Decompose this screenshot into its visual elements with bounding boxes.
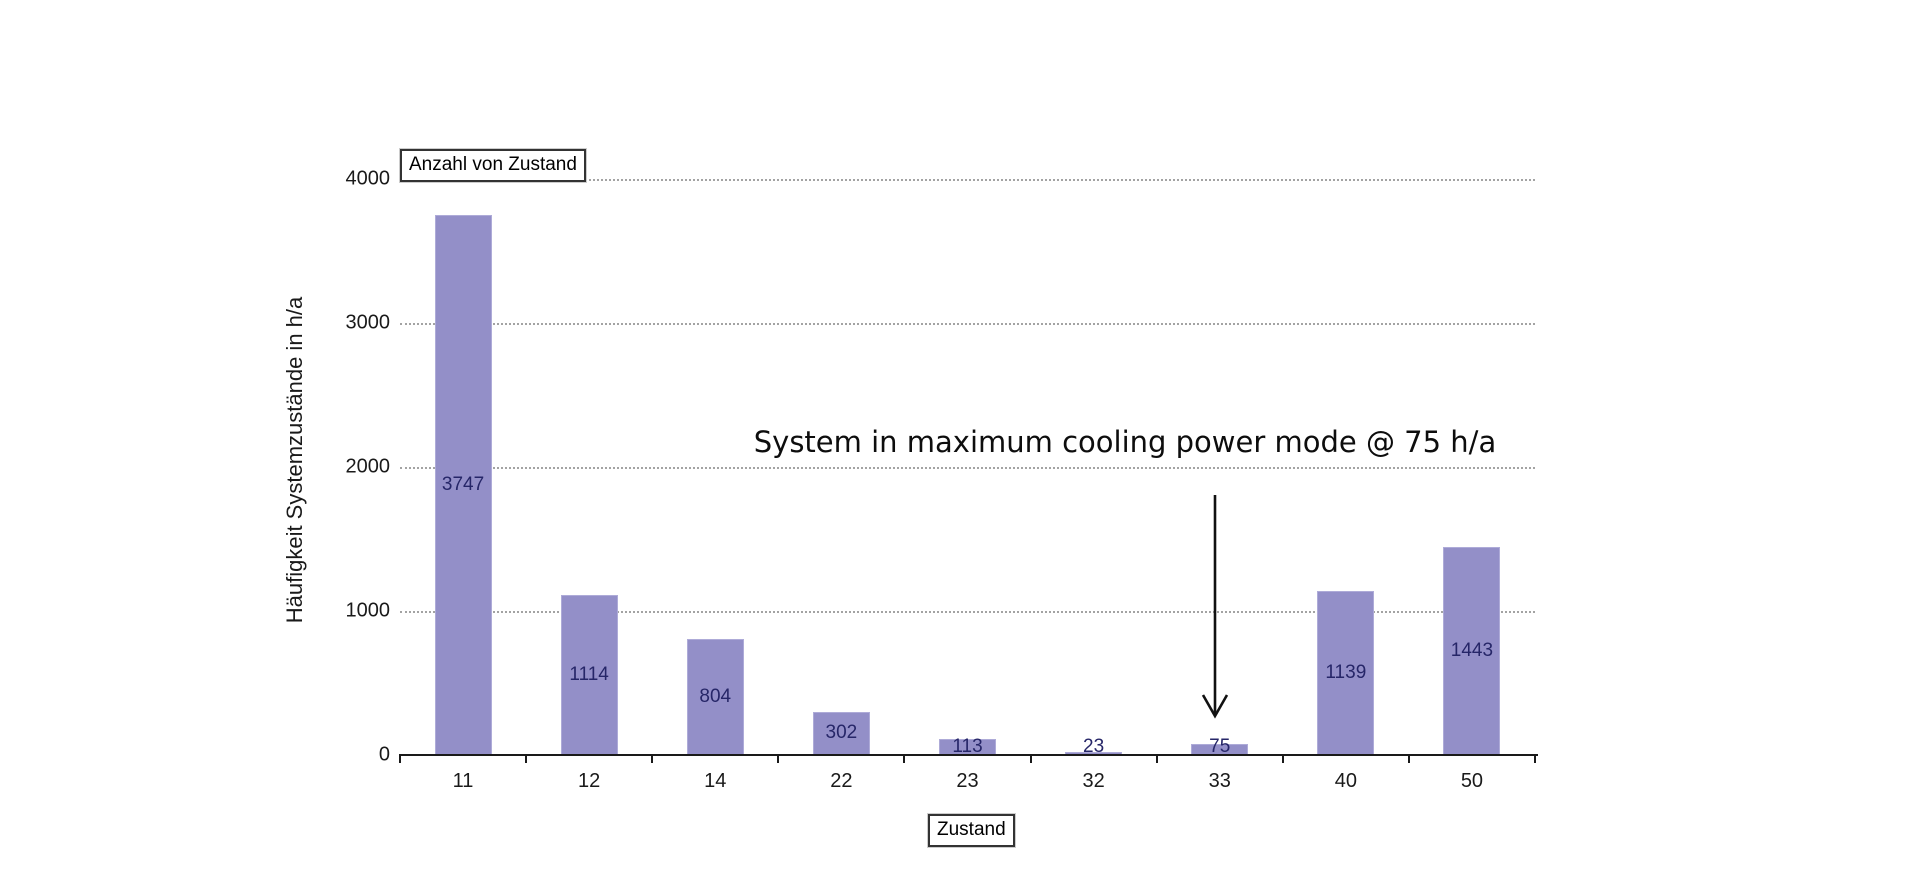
- bar-14: [686, 639, 744, 755]
- bar-11: [434, 215, 492, 755]
- bar-22: [812, 711, 870, 755]
- bar-50: [1443, 547, 1501, 755]
- chart-title-box: Anzahl von Zustand: [400, 149, 586, 182]
- x-tick-23: 23: [956, 770, 979, 792]
- x-tick-50: 50: [1460, 770, 1484, 792]
- x-tick-12: 12: [578, 770, 601, 792]
- y-tick-3000: 3000: [345, 311, 391, 334]
- x-boundary-tick: [1029, 755, 1032, 763]
- x-boundary-tick: [1281, 755, 1284, 763]
- x-boundary-tick: [1534, 755, 1536, 763]
- x-tick-32: 32: [1082, 770, 1105, 792]
- x-tick-40: 40: [1334, 770, 1357, 792]
- bar-label-14: 804: [699, 686, 732, 708]
- y-axis-title: Häufigkeit Systemzustände in h/a: [282, 296, 307, 624]
- x-axis-title-box: Zustand: [928, 814, 1015, 847]
- bar-40: [1317, 590, 1375, 755]
- x-axis-line: [399, 754, 1538, 756]
- gridline-1000: [400, 611, 1535, 613]
- x-tick-22: 22: [830, 770, 853, 792]
- x-boundary-tick: [1407, 755, 1410, 763]
- x-boundary-tick: [651, 755, 654, 763]
- bar-12: [560, 594, 618, 755]
- bar-33: [1191, 744, 1249, 755]
- gridline-4000: [400, 179, 1535, 181]
- bar-label-22: 302: [825, 722, 858, 744]
- annotation-arrow-icon: [1201, 495, 1229, 719]
- bar-label-12: 1114: [569, 663, 609, 685]
- x-boundary-tick: [399, 755, 401, 763]
- x-tick-33: 33: [1208, 770, 1231, 792]
- annotation-text: System in maximum cooling power mode @ 7…: [753, 425, 1497, 459]
- bar-label-50: 1443: [1450, 640, 1494, 662]
- y-tick-1000: 1000: [345, 599, 391, 622]
- bar-label-33: 75: [1209, 736, 1231, 757]
- bar-32: [1065, 751, 1123, 755]
- x-boundary-tick: [1155, 755, 1158, 763]
- x-boundary-tick: [777, 755, 780, 763]
- x-tick-14: 14: [704, 770, 727, 792]
- x-boundary-tick: [903, 755, 906, 763]
- bar-23: [939, 738, 996, 755]
- x-boundary-tick: [525, 755, 528, 763]
- bar-label-40: 1139: [1325, 661, 1367, 683]
- y-tick-4000: 4000: [345, 167, 391, 190]
- gridline-3000: [400, 323, 1535, 325]
- bar-label-11: 3747: [441, 474, 485, 496]
- x-tick-11: 11: [452, 770, 474, 792]
- y-tick-2000: 2000: [345, 455, 391, 478]
- bar-label-32: 23: [1083, 736, 1105, 757]
- bar-label-23: 113: [952, 735, 983, 757]
- y-tick-0: 0: [378, 743, 390, 766]
- gridline-2000: [400, 467, 1535, 469]
